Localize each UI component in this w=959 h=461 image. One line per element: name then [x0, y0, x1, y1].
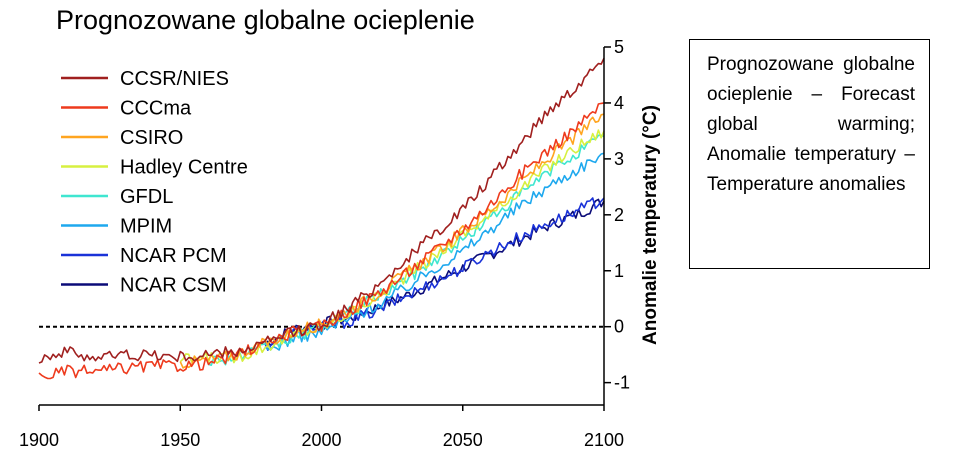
y-tick-label: 5 — [614, 37, 624, 57]
legend-label-csiro: CSIRO — [120, 127, 183, 149]
legend: CCSR/NIES CCCma CSIRO Hadley Centre GFDL MPIM… — [61, 68, 248, 297]
legend-label-ncar-pcm: NCAR PCM — [120, 245, 227, 267]
series-line-mpim — [264, 152, 605, 351]
y-tick-label: 0 — [614, 317, 624, 337]
y-tick-label: -1 — [614, 373, 630, 393]
y-tick-label: 4 — [614, 93, 624, 113]
x-tick-label: 2000 — [301, 430, 341, 450]
series-lines — [38, 57, 605, 380]
x-tick-label: 1900 — [19, 430, 59, 450]
legend-label-hadley-centre: Hadley Centre — [120, 157, 248, 179]
y-tick-label: 1 — [614, 261, 624, 281]
x-tick-label: 1950 — [160, 430, 200, 450]
legend-label-gfdl: GFDL — [120, 186, 173, 208]
y-tick-label: 2 — [614, 205, 624, 225]
series-line-ccsr-nies — [38, 57, 605, 364]
legend-label-mpim: MPIM — [120, 216, 172, 238]
y-axis-label: Anomalie temperatury (°C) — [640, 105, 661, 345]
y-tick-label: 3 — [614, 149, 624, 169]
legend-label-ncar-csm: NCAR CSM — [120, 275, 227, 297]
series-line-ncar-csm — [264, 198, 605, 347]
series-line-gfdl — [208, 134, 605, 367]
note-box: Prognozowane glob­alne ocieplenie – Fore… — [689, 39, 930, 269]
x-tick-label: 2100 — [584, 430, 624, 450]
legend-label-ccsr-nies: CCSR/NIES — [120, 68, 229, 90]
note-text: Prognozowane glob­alne ocieplenie – Fore… — [707, 54, 915, 195]
series-line-csiro — [179, 113, 605, 369]
series-line-cccma — [38, 102, 605, 380]
chart-title: Prognozowane globalne ocieplenie — [56, 5, 475, 35]
axes: 1900 1950 2000 2050 2100 -1 0 1 2 3 4 5 — [19, 37, 630, 450]
x-tick-label: 2050 — [443, 430, 483, 450]
legend-label-cccma: CCCma — [120, 98, 192, 120]
